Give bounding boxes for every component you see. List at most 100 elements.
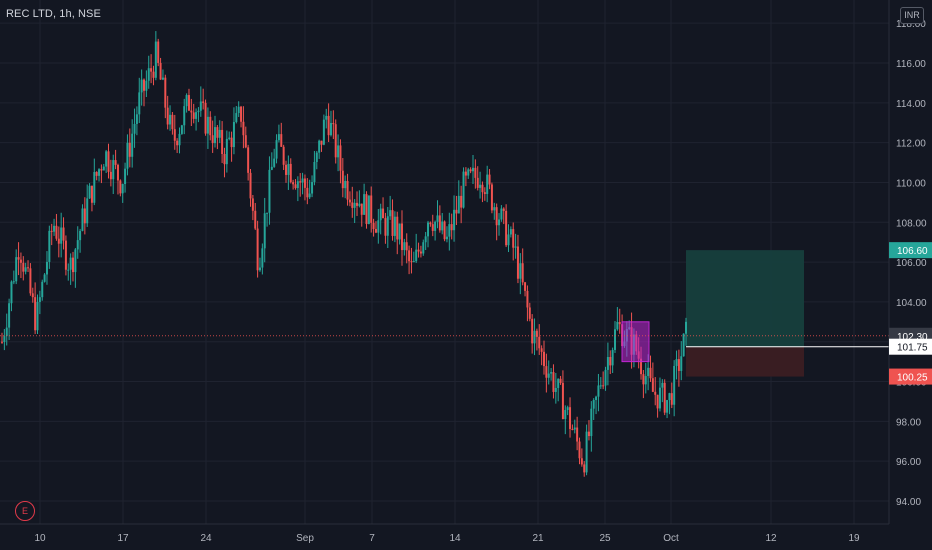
candle-body — [31, 293, 34, 298]
price-tick-label: 110.00 — [896, 178, 926, 189]
candle-body — [561, 382, 564, 419]
candle-body — [27, 267, 30, 269]
earnings-event-marker[interactable]: E — [15, 501, 35, 521]
price-tick-label: 108.00 — [896, 218, 927, 229]
candle-body — [654, 391, 657, 395]
candle-body — [95, 172, 98, 176]
candle-body — [263, 213, 266, 249]
candle-body — [15, 257, 18, 282]
candle-body — [69, 257, 72, 270]
candle-body — [337, 145, 340, 158]
candle-body — [296, 181, 299, 189]
candle-body — [256, 228, 259, 271]
candle-body — [268, 169, 271, 213]
candle-body — [396, 216, 399, 240]
candle-body — [273, 158, 276, 167]
candle-body — [43, 274, 46, 282]
candle-body — [462, 171, 465, 208]
candle-body — [389, 210, 392, 217]
candle-body — [379, 208, 382, 221]
candle-body — [606, 357, 609, 370]
candle-body — [285, 164, 288, 175]
candle-body — [429, 222, 432, 225]
candle-body — [131, 133, 134, 157]
candle-body — [171, 114, 174, 130]
candle-body — [247, 147, 250, 173]
candle-body — [311, 182, 314, 194]
candle-body — [240, 106, 243, 122]
candle-body — [45, 261, 48, 275]
candle-body — [34, 297, 37, 331]
candle-body — [578, 441, 581, 459]
highlight-box — [621, 321, 650, 363]
candle-body — [107, 151, 110, 172]
candle-body — [382, 208, 385, 219]
candle-body — [306, 187, 309, 198]
candle-body — [531, 318, 534, 344]
candle-body — [367, 195, 370, 224]
candle-body — [398, 223, 401, 240]
time-tick-label: 10 — [34, 533, 46, 544]
candle-body — [266, 212, 269, 214]
price-label-last: 102.30 — [897, 332, 928, 343]
candle-body — [569, 407, 572, 429]
candle-body — [230, 137, 233, 148]
candle-body — [616, 322, 619, 330]
candle-body — [320, 140, 323, 145]
candle-body — [100, 169, 103, 171]
candle-body — [611, 349, 614, 366]
candle-body — [400, 223, 403, 251]
candle-body — [377, 220, 380, 233]
price-label-box-target — [889, 242, 932, 259]
candle-body — [360, 203, 363, 215]
candle-body — [150, 68, 153, 72]
candle-body — [133, 123, 136, 134]
candle-body — [228, 137, 231, 139]
price-label-target: 106.60 — [897, 246, 928, 257]
candle-body — [658, 387, 661, 409]
candle-body — [344, 180, 347, 189]
candle-body — [682, 333, 685, 357]
candle-body — [67, 269, 70, 271]
candle-body — [294, 184, 297, 189]
candle-body — [145, 80, 148, 91]
candle-body — [83, 208, 86, 224]
candle-body — [415, 249, 418, 262]
candle-body — [190, 110, 193, 113]
candle-body — [422, 242, 425, 254]
candle-body — [124, 168, 127, 185]
currency-badge[interactable]: INR — [900, 7, 924, 24]
candle-body — [299, 181, 302, 183]
candle-body — [93, 172, 96, 203]
candle-body — [559, 378, 562, 383]
time-tick-label: Oct — [663, 533, 679, 544]
candle-body — [656, 394, 659, 409]
candle-body — [370, 195, 373, 223]
candle-body — [486, 174, 489, 194]
candle-body — [524, 282, 527, 291]
candle-body — [244, 135, 247, 148]
candle-body — [509, 229, 512, 235]
price-label-box-stop — [889, 368, 932, 385]
candle-body — [595, 396, 598, 400]
candle-body — [318, 140, 321, 153]
candle-body — [417, 249, 420, 252]
candle-body — [464, 171, 467, 176]
candle-body — [348, 199, 351, 203]
candle-body — [308, 193, 311, 198]
candle-body — [161, 77, 164, 80]
candle-body — [677, 359, 680, 371]
candle-body — [277, 134, 280, 141]
candle-body — [275, 140, 278, 159]
candle-body — [211, 135, 214, 144]
candle-body — [199, 101, 202, 111]
candle-body — [114, 160, 117, 165]
price-tick-label: 104.00 — [896, 298, 927, 309]
candle-body — [640, 358, 643, 375]
candle-body — [8, 303, 11, 328]
candle-body — [334, 124, 337, 158]
candle-body — [90, 185, 93, 203]
candle-body — [164, 77, 167, 108]
candle-body — [365, 194, 368, 224]
